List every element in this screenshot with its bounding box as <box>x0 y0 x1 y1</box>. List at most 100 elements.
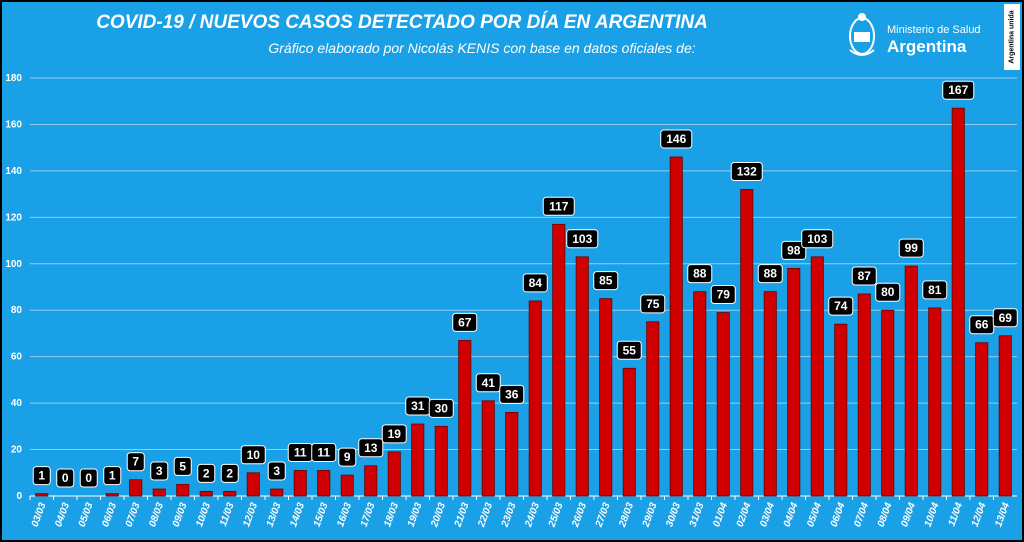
data-label-box <box>452 312 478 332</box>
data-label: 81 <box>928 283 942 297</box>
y-tick-label: 140 <box>5 166 22 177</box>
data-label-box <box>640 294 666 314</box>
data-label: 103 <box>807 232 827 246</box>
data-label-box <box>616 340 642 360</box>
bar <box>340 474 354 497</box>
y-tick-label: 0 <box>16 491 22 502</box>
x-tick-label: 02/04 <box>735 501 754 529</box>
bar <box>35 493 49 497</box>
data-label: 19 <box>388 427 402 441</box>
bar <box>176 483 190 497</box>
ministry-logo: Ministerio de Salud Argentina <box>847 10 997 66</box>
x-tick-label: 10/04 <box>923 501 942 529</box>
data-label-box <box>801 229 834 249</box>
data-label: 85 <box>599 274 613 288</box>
bar <box>129 479 143 497</box>
bar <box>599 298 613 497</box>
x-tick-label: 24/03 <box>523 501 542 530</box>
data-label-box <box>687 264 713 284</box>
data-label-box <box>381 424 407 444</box>
data-label: 11 <box>317 445 330 459</box>
x-tick-label: 19/03 <box>406 501 425 529</box>
data-label: 0 <box>85 471 92 485</box>
data-label-box <box>992 308 1018 328</box>
data-label-box <box>875 282 901 302</box>
data-label-box <box>197 463 216 483</box>
bar <box>387 451 401 497</box>
data-label-box <box>660 129 693 149</box>
x-tick-label: 28/03 <box>617 501 636 530</box>
data-label: 2 <box>203 466 210 480</box>
x-tick-label: 10/03 <box>194 501 213 529</box>
data-label-box <box>103 466 122 486</box>
data-label: 10 <box>247 448 261 462</box>
data-label: 87 <box>858 269 872 283</box>
data-label: 3 <box>156 464 163 478</box>
data-label: 84 <box>529 276 543 290</box>
data-label: 103 <box>572 232 592 246</box>
x-tick-label: 09/04 <box>899 501 918 529</box>
bar <box>669 156 683 497</box>
x-tick-label: 05/04 <box>805 501 824 529</box>
bar <box>458 340 472 497</box>
x-tick-label: 29/03 <box>640 501 659 530</box>
data-label-box <box>267 461 286 481</box>
bar <box>152 488 166 497</box>
data-label: 30 <box>435 401 449 415</box>
bar <box>293 470 307 497</box>
x-tick-label: 06/04 <box>829 501 848 529</box>
x-tick-label: 07/04 <box>852 501 871 529</box>
bar <box>105 493 119 497</box>
data-label-box <box>150 461 169 481</box>
data-label-box <box>79 468 98 488</box>
bar <box>223 490 237 497</box>
data-label-box <box>358 438 384 458</box>
x-tick-label: 01/04 <box>711 501 730 529</box>
data-label-box <box>32 466 51 486</box>
data-label: 1 <box>38 469 45 483</box>
data-label-box <box>240 445 266 465</box>
data-label-box <box>851 266 877 286</box>
y-tick-label: 100 <box>5 259 22 270</box>
data-label-box <box>898 238 924 258</box>
data-label-box <box>173 456 192 476</box>
data-label-box <box>499 384 525 404</box>
ministry-name: Ministerio de Salud <box>887 24 981 36</box>
data-label-box <box>428 398 454 418</box>
x-tick-label: 06/03 <box>100 501 119 529</box>
data-label-box <box>338 447 357 467</box>
x-tick-label: 03/04 <box>758 501 777 529</box>
x-tick-label: 09/03 <box>171 501 190 529</box>
bar <box>199 490 213 497</box>
data-label-box <box>311 442 337 462</box>
y-tick-label: 40 <box>11 398 23 409</box>
data-label-box <box>220 463 239 483</box>
data-label: 79 <box>717 288 731 302</box>
x-tick-label: 04/03 <box>53 501 72 529</box>
x-tick-label: 18/03 <box>382 501 401 529</box>
bar <box>951 107 965 497</box>
bar <box>646 321 660 497</box>
data-label-box <box>542 196 575 216</box>
y-tick-label: 20 <box>11 445 23 456</box>
x-tick-label: 07/03 <box>124 501 143 529</box>
x-tick-label: 15/03 <box>312 501 331 529</box>
x-tick-label: 04/04 <box>782 501 801 529</box>
data-label: 0 <box>62 471 69 485</box>
data-label: 167 <box>948 83 968 97</box>
x-tick-label: 27/03 <box>593 501 612 530</box>
x-tick-label: 11/03 <box>218 501 237 528</box>
bar <box>975 342 989 497</box>
bar <box>716 312 730 497</box>
x-tick-label: 17/03 <box>359 501 378 529</box>
data-label: 2 <box>226 466 233 480</box>
data-label-box <box>710 285 736 305</box>
x-tick-label: 13/03 <box>265 501 284 529</box>
data-label-box <box>757 264 783 284</box>
data-label: 67 <box>458 315 472 329</box>
bar <box>270 488 284 497</box>
bar <box>740 189 754 497</box>
data-label-box <box>475 373 501 393</box>
